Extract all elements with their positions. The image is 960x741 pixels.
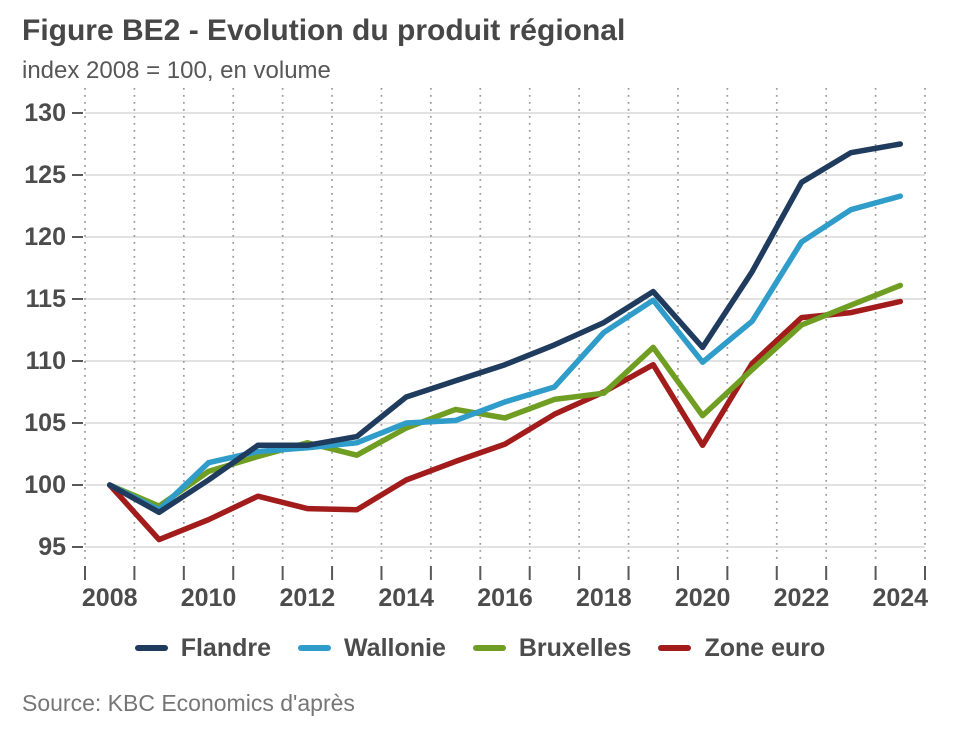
line-flandre [106, 141, 904, 516]
y-axis-label: 125 [24, 161, 66, 189]
y-axis-label: 130 [24, 99, 66, 127]
line-chart-plot: 95 100 105 110 115 120 125 130 2008 2010 2012 2014 2… [24, 88, 928, 612]
y-axis-label: 120 [24, 223, 66, 251]
x-axis-label: 2018 [576, 584, 632, 612]
chart-subtitle: index 2008 = 100, en volume [22, 57, 331, 84]
line-zone-euro [106, 298, 904, 543]
chart-legend: Flandre Wallonie Bruxelles Zone euro [0, 629, 960, 667]
y-axis-label: 100 [24, 471, 66, 499]
y-axis-label: 110 [26, 347, 66, 375]
y-axis-label: 95 [38, 533, 66, 561]
legend-item-bruxelles: Bruxelles [472, 633, 632, 663]
x-axis-label: 2012 [280, 584, 336, 612]
legend-label: Zone euro [704, 633, 826, 662]
x-axis-label: 2016 [477, 584, 533, 612]
x-axis-label: 2008 [82, 584, 138, 612]
legend-line-swatch [298, 645, 332, 651]
line-bruxelles [106, 282, 904, 509]
legend-line-swatch [134, 645, 168, 651]
legend-item-wallonie: Wallonie [298, 634, 446, 663]
chart-title: Figure BE2 - Evolution du produit région… [22, 14, 626, 47]
y-axis-label: 105 [24, 409, 66, 437]
legend-item-zone-euro: Zone euro [658, 634, 825, 663]
x-axis-label: 2010 [181, 584, 237, 612]
y-axis-label: 115 [26, 285, 66, 313]
x-axis-label: 2020 [675, 584, 731, 612]
x-axis-label: 2014 [378, 584, 434, 612]
legend-label: Flandre [180, 633, 272, 662]
x-axis-label: 2024 [872, 584, 928, 612]
source-note: Source: KBC Economics d'après [22, 690, 355, 716]
legend-line-swatch [472, 645, 506, 651]
legend-label: Bruxelles [518, 633, 632, 662]
legend-line-swatch [658, 645, 692, 651]
x-axis-label: 2022 [774, 584, 830, 612]
legend-item-flandre: Flandre [134, 633, 272, 663]
legend-label: Wallonie [344, 633, 446, 662]
